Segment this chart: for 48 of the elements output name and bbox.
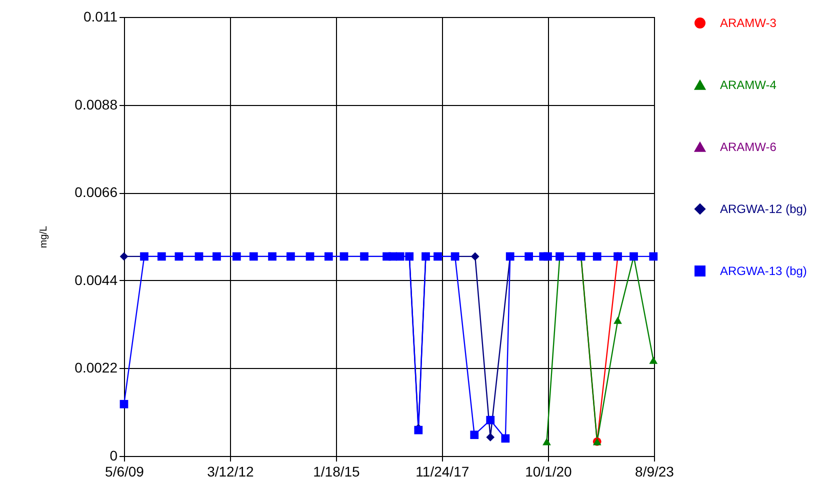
point bbox=[649, 356, 658, 364]
legend-label: ARAMW-4 bbox=[720, 78, 777, 92]
point bbox=[470, 252, 480, 261]
point bbox=[396, 252, 404, 261]
y-tick-label: 0 bbox=[110, 448, 118, 464]
y-tick-label: 0.0022 bbox=[74, 360, 118, 376]
x-tick-label: 8/9/23 bbox=[635, 464, 674, 480]
point bbox=[120, 252, 128, 261]
point bbox=[140, 252, 148, 261]
point bbox=[249, 252, 258, 261]
point bbox=[450, 252, 460, 261]
point bbox=[212, 252, 221, 261]
legend-label: ARGWA-12 (bg) bbox=[720, 202, 807, 216]
point bbox=[649, 252, 658, 261]
y-tick-label: 0.0044 bbox=[74, 272, 118, 288]
point bbox=[542, 438, 551, 446]
point bbox=[232, 252, 241, 261]
x-tick-label: 5/6/09 bbox=[105, 464, 144, 480]
legend-label: ARAMW-3 bbox=[720, 16, 777, 30]
point bbox=[614, 316, 622, 324]
point bbox=[544, 252, 552, 261]
point bbox=[470, 430, 479, 440]
point bbox=[194, 252, 204, 261]
point bbox=[120, 400, 128, 408]
y-tick-label: 0.0066 bbox=[74, 184, 118, 200]
point bbox=[434, 252, 442, 261]
x-tick-label: 11/24/17 bbox=[416, 464, 470, 480]
point bbox=[157, 252, 166, 261]
y-axis-title: mg/L bbox=[38, 225, 50, 248]
y-tick-label: 0.0088 bbox=[74, 96, 118, 112]
x-tick-label: 1/18/15 bbox=[313, 464, 360, 480]
point bbox=[592, 252, 602, 261]
point bbox=[174, 252, 184, 261]
x-tick-label: 3/12/12 bbox=[207, 464, 254, 480]
point bbox=[324, 252, 333, 261]
legend-label: ARAMW-6 bbox=[720, 140, 777, 154]
point bbox=[360, 252, 368, 261]
point bbox=[268, 252, 276, 261]
point bbox=[501, 434, 510, 443]
point bbox=[340, 252, 348, 261]
legend-label: ARGWA-13 (bg) bbox=[720, 264, 807, 278]
point bbox=[524, 252, 534, 261]
point bbox=[306, 252, 314, 261]
point bbox=[486, 433, 495, 442]
point bbox=[286, 252, 295, 261]
x-tick-label: 10/1/20 bbox=[525, 464, 572, 480]
y-tick-label: 0.011 bbox=[84, 8, 118, 24]
point bbox=[486, 416, 495, 424]
